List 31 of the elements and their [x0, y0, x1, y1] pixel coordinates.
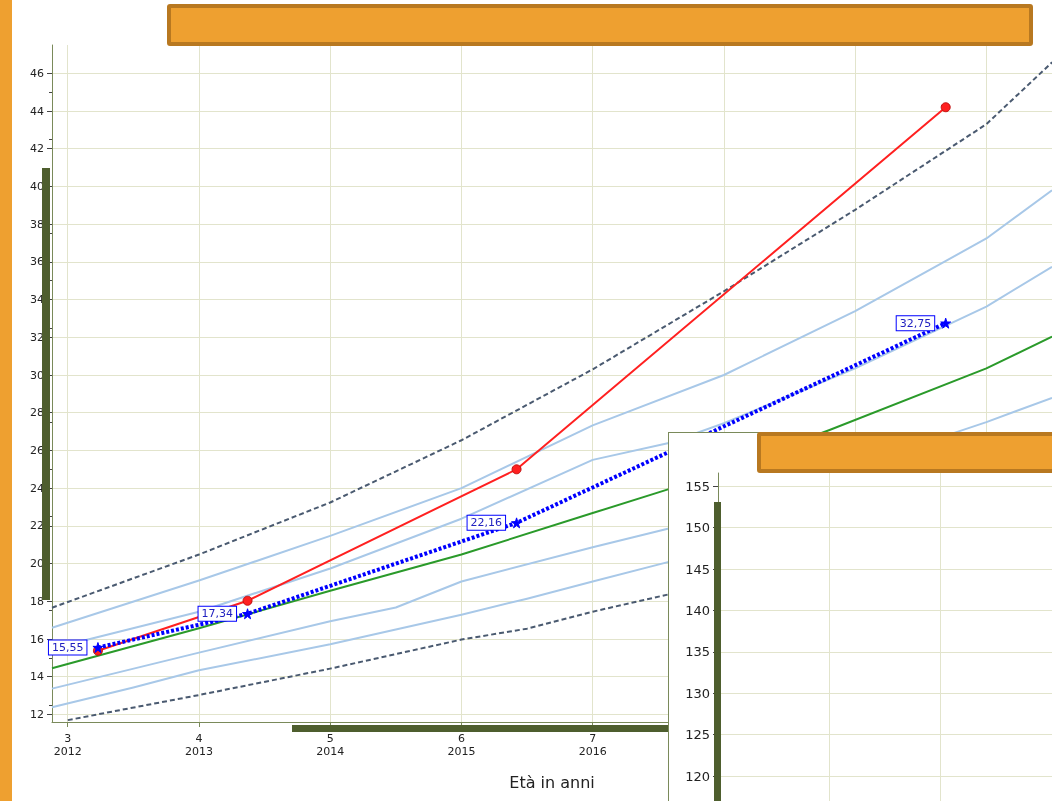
y-tick-label: 150 — [685, 520, 710, 536]
x2-tick-label: 2012 — [53, 745, 82, 758]
y-tick-label: 12 — [30, 707, 44, 721]
y-tick-label: 46 — [30, 66, 44, 80]
x-tick-label: 6 — [457, 731, 465, 745]
y-tick-label: 16 — [30, 632, 44, 646]
data-label: 15,55 — [51, 641, 84, 655]
y-tick-label: 42 — [30, 142, 44, 156]
x-tick-label: 7 — [589, 731, 597, 745]
data-label: 17,34 — [201, 607, 234, 621]
x2-tick-label: 2014 — [316, 745, 345, 758]
x-tick-label: 5 — [326, 731, 334, 745]
y-tick-label: 130 — [685, 685, 710, 701]
x2-tick-label: 2013 — [184, 745, 213, 758]
x2-tick-label: 2015 — [447, 745, 476, 758]
y-tick-label: 135 — [685, 644, 710, 660]
y-tick-label: 145 — [685, 561, 710, 577]
y-tick-label: 125 — [685, 727, 710, 743]
x2-tick-label: 2016 — [578, 745, 607, 758]
y-tick-label: 155 — [685, 478, 710, 494]
y-tick-label: 24 — [30, 481, 44, 495]
data-label: 22,16 — [470, 516, 503, 530]
y-tick-label: 14 — [30, 670, 44, 684]
y-tick-label: 34 — [30, 293, 44, 307]
y-tick-label: 140 — [685, 602, 710, 618]
y-tick-label: 120 — [685, 768, 710, 784]
x-axis-title: Età in anni — [509, 772, 595, 792]
data-label: 32,75 — [899, 316, 932, 330]
x-tick-label: 3 — [64, 731, 72, 745]
y-tick-label: 44 — [30, 104, 44, 118]
x-tick-label: 4 — [195, 731, 203, 745]
